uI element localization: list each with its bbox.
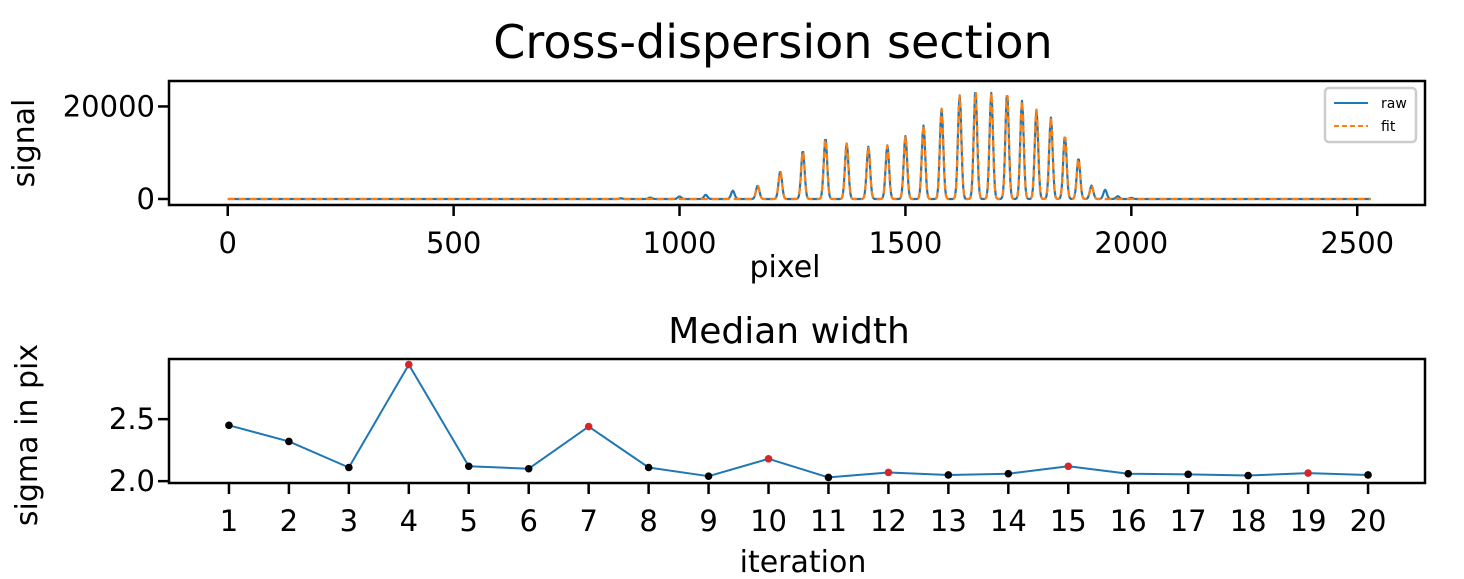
data-point-9 xyxy=(704,472,713,480)
data-point-17 xyxy=(1184,470,1192,479)
legend: raw fit xyxy=(1323,86,1418,144)
bottom-x-tick-label: 9 xyxy=(699,504,717,538)
data-point-8 xyxy=(644,463,653,472)
top-y-axis-label: signal xyxy=(7,99,42,188)
bottom-y-tick-label: 2.5 xyxy=(109,402,155,436)
legend-box xyxy=(1323,86,1418,144)
bottom-x-tick-label: 3 xyxy=(340,504,358,538)
bottom-y-axis-label: sigma in pix xyxy=(10,344,45,526)
top-x-tick-label: 2000 xyxy=(1094,226,1168,260)
top-x-tick-label: 500 xyxy=(426,226,481,260)
bottom-x-tick-label: 10 xyxy=(750,504,787,538)
bottom-x-tick-label: 14 xyxy=(990,504,1027,538)
top-y-tick-label: 20000 xyxy=(63,89,155,123)
data-point-5 xyxy=(464,462,473,471)
data-point-4 xyxy=(405,360,413,369)
bottom-x-tick-label: 13 xyxy=(930,504,967,538)
data-point-20 xyxy=(1364,471,1372,479)
bottom-x-tick-label: 1 xyxy=(220,504,238,538)
bottom-x-tick-label: 20 xyxy=(1350,504,1387,538)
bottom-x-tick-label: 17 xyxy=(1170,504,1207,538)
bottom-x-tick-label: 5 xyxy=(460,504,478,538)
bottom-x-tick-label: 7 xyxy=(579,504,597,538)
median-width-line xyxy=(228,363,1369,479)
legend-label-raw: raw xyxy=(1381,96,1407,112)
legend-label-fit: fit xyxy=(1381,119,1396,135)
data-point-1 xyxy=(225,421,233,430)
bottom-plot-frame xyxy=(167,357,1427,485)
top-x-tick-label: 1000 xyxy=(643,226,717,260)
top-y-tick-label: 0 xyxy=(137,182,155,216)
bottom-x-tick-label: 15 xyxy=(1050,504,1087,538)
bottom-x-tick-label: 12 xyxy=(870,504,907,538)
bottom-x-tick-label: 16 xyxy=(1110,504,1147,538)
data-point-16 xyxy=(1124,469,1133,478)
data-point-7 xyxy=(584,422,593,431)
top-x-tick-label: 2500 xyxy=(1320,226,1394,260)
top-x-tick-label: 0 xyxy=(219,226,237,260)
bottom-x-tick-label: 11 xyxy=(810,504,847,538)
top-x-tick-label: 1500 xyxy=(869,226,943,260)
top-x-axis-label: pixel xyxy=(749,250,820,285)
data-point-10 xyxy=(764,455,773,463)
bottom-x-tick-label: 6 xyxy=(519,504,537,538)
data-point-13 xyxy=(944,471,953,479)
data-point-19 xyxy=(1304,469,1312,477)
bottom-x-tick-label: 2 xyxy=(280,504,298,538)
data-point-3 xyxy=(345,463,353,472)
signal-plot-panel: pixel signal 0 500 1000 1500 2000 2500 0 20000 r… xyxy=(7,79,1427,285)
bottom-x-tick-label: 19 xyxy=(1290,504,1327,538)
top-plot-frame xyxy=(167,79,1427,207)
data-point-11 xyxy=(824,473,833,482)
bottom-x-tick-label: 4 xyxy=(400,504,418,538)
bottom-x-tick-label: 18 xyxy=(1230,504,1267,538)
bottom-x-tick-label: 8 xyxy=(639,504,657,538)
bottom-plot-title: Median width xyxy=(668,311,910,352)
data-point-15 xyxy=(1064,462,1073,471)
bottom-y-tick-label: 2.0 xyxy=(109,464,155,498)
figure-title: Cross-dispersion section xyxy=(493,15,1052,69)
data-point-14 xyxy=(1004,469,1013,478)
data-point-12 xyxy=(884,468,893,477)
data-point-18 xyxy=(1244,471,1252,480)
bottom-x-axis-label: iteration xyxy=(740,545,867,579)
data-point-6 xyxy=(524,464,533,473)
series-line-fit xyxy=(227,91,1371,201)
data-point-2 xyxy=(285,437,293,446)
